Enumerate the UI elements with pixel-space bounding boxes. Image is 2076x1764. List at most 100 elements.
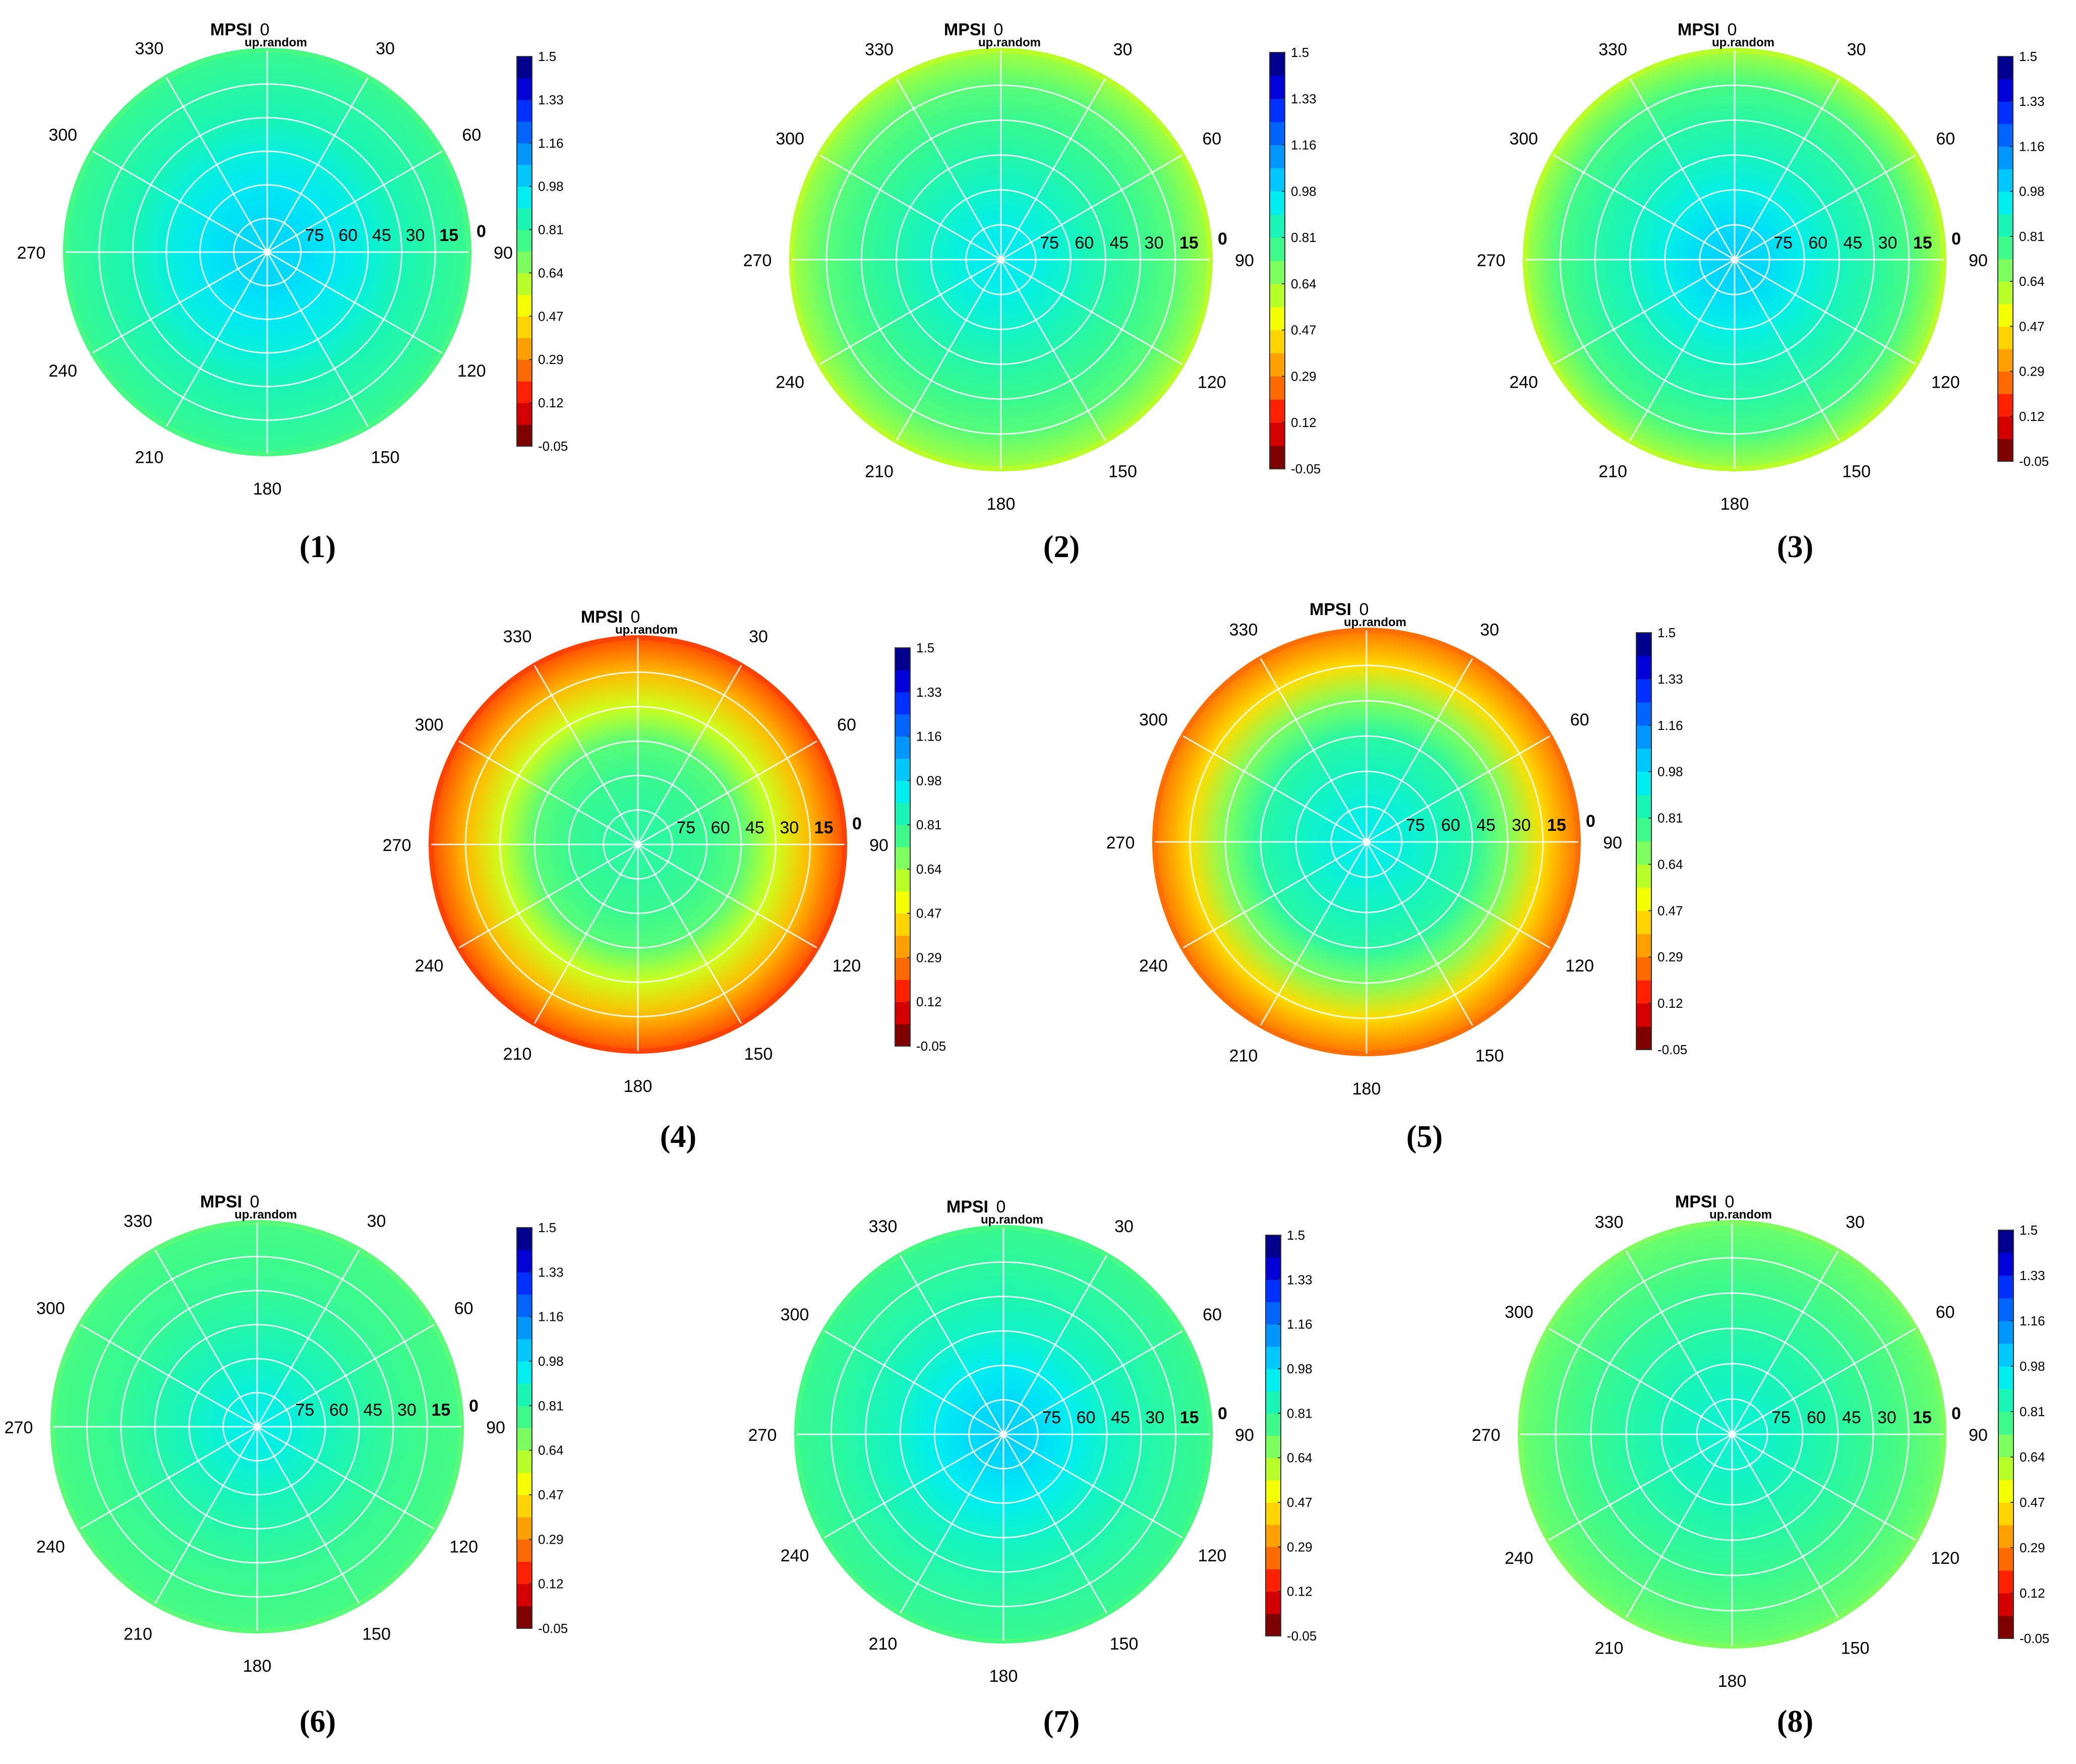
azimuth-label: 240 xyxy=(1509,373,1538,392)
grid-spoke xyxy=(267,150,443,253)
colorbar-segment xyxy=(1636,934,1651,957)
azimuth-label: 270 xyxy=(748,1426,777,1445)
colorbar-segment xyxy=(1998,214,2013,237)
colorbar-segment xyxy=(1998,303,2013,327)
radial-label: 0 xyxy=(1218,229,1227,249)
colorbar-segment xyxy=(1998,1389,2013,1412)
colorbar-segment xyxy=(1266,1346,1281,1369)
colorbar-segment xyxy=(1636,887,1651,911)
colorbar-segment xyxy=(1636,795,1651,819)
azimuth-label: 300 xyxy=(1505,1303,1533,1322)
grid-spoke xyxy=(896,78,1002,260)
radial-label: 30 xyxy=(397,1401,417,1420)
azimuth-label-zero: 0 xyxy=(250,1192,260,1211)
grid-spoke xyxy=(1260,841,1368,1026)
colorbar-tick-label: 1.5 xyxy=(1291,45,1309,60)
colorbar-tick-label: 1.33 xyxy=(1657,672,1683,687)
azimuth-label: 240 xyxy=(1505,1549,1533,1568)
grid-spoke xyxy=(267,251,443,354)
grid-spoke xyxy=(1734,154,1917,261)
grid-spoke xyxy=(824,1433,1004,1539)
colorbar-segment xyxy=(517,164,532,187)
radial-label: 45 xyxy=(1844,233,1863,253)
radial-label: 0 xyxy=(852,814,862,833)
colorbar-tick-label: 0.64 xyxy=(538,1443,564,1458)
grid-spoke xyxy=(1000,78,1106,260)
azimuth-label: 270 xyxy=(743,251,772,270)
colorbar-tick-label: 0.98 xyxy=(2019,184,2045,199)
radial-label: 75 xyxy=(1771,1408,1791,1427)
center-dot xyxy=(1000,1431,1007,1438)
colorbar-tick-label: 0.47 xyxy=(538,1487,564,1502)
azimuth-label: 90 xyxy=(494,244,513,263)
grid-spoke xyxy=(165,252,268,428)
colorbar-segment xyxy=(517,143,532,165)
colorbar-segment xyxy=(1270,376,1285,400)
colorbar-segment xyxy=(1270,330,1285,354)
azimuth-label: 330 xyxy=(135,39,164,58)
colorbar-segment xyxy=(1998,1275,2013,1299)
colorbar-segment xyxy=(1266,1525,1281,1547)
colorbar-segment xyxy=(895,935,910,958)
grid-spoke xyxy=(1732,1433,1916,1541)
colorbar-tick-label: -0.05 xyxy=(916,1039,946,1054)
colorbar-segment xyxy=(895,913,910,936)
azimuth-label: 330 xyxy=(503,627,532,646)
colorbar-segment xyxy=(1270,168,1285,192)
grid-spoke xyxy=(1000,259,1106,442)
radial-label: 75 xyxy=(1773,233,1793,253)
colorbar-segment xyxy=(1998,191,2013,214)
grid-spoke xyxy=(1366,841,1551,949)
plot-title-subscript: up.random xyxy=(1712,36,1774,49)
colorbar-segment xyxy=(517,273,532,295)
colorbar-segment xyxy=(517,294,532,317)
colorbar-segment xyxy=(1270,353,1285,377)
colorbar: 1.5 1.33 1.16 0.98 0.81 0.64 0.47 0.29 0.12 -0.05 xyxy=(1998,1223,2049,1646)
azimuth-label: 270 xyxy=(1477,251,1506,270)
colorbar-segment xyxy=(517,1250,532,1272)
grid-spoke xyxy=(824,1330,1004,1435)
colorbar-tick-label: 0.12 xyxy=(1657,996,1683,1011)
azimuth-label: 180 xyxy=(1352,1079,1381,1099)
radial-label: 30 xyxy=(1878,233,1897,253)
colorbar-tick-label: 0.81 xyxy=(1287,1406,1313,1421)
colorbar-segment xyxy=(1636,910,1651,934)
grid-spoke xyxy=(1625,1250,1733,1435)
center-dot xyxy=(1363,838,1370,845)
colorbar-segment xyxy=(517,1517,532,1540)
radial-label: 75 xyxy=(676,818,695,837)
grid-spoke xyxy=(1548,1433,1733,1541)
colorbar-segment xyxy=(1266,1591,1281,1614)
colorbar-segment xyxy=(1266,1547,1281,1569)
radial-label: 45 xyxy=(1111,1408,1130,1427)
colorbar-tick-label: 0.64 xyxy=(2020,1449,2045,1465)
azimuth-label: 180 xyxy=(989,1667,1018,1686)
colorbar-tick-label: 0.98 xyxy=(2020,1359,2045,1374)
colorbar-segment xyxy=(1270,237,1285,261)
colorbar-segment xyxy=(1998,56,2013,80)
colorbar-tick-label: 1.33 xyxy=(916,685,942,700)
colorbar-tick-label: 1.5 xyxy=(1657,625,1676,640)
colorbar-segment xyxy=(1270,214,1285,238)
colorbar-segment xyxy=(1998,1321,2013,1344)
colorbar-segment xyxy=(895,869,910,892)
radial-label: 75 xyxy=(1406,816,1425,835)
azimuth-label: 60 xyxy=(1202,130,1221,149)
azimuth-label: 120 xyxy=(449,1538,478,1557)
colorbar-tick-label: 0.98 xyxy=(538,179,564,194)
plot-title: MPSI xyxy=(210,20,252,39)
azimuth-label: 90 xyxy=(1969,251,1988,270)
colorbar-segment xyxy=(1270,191,1285,215)
grid-spoke xyxy=(1553,154,1735,261)
colorbar-segment xyxy=(517,99,532,122)
grid-spoke xyxy=(80,1426,258,1530)
grid-spoke xyxy=(637,665,742,845)
grid-spoke xyxy=(1629,78,1736,260)
plot-title: MPSI xyxy=(1678,20,1719,39)
azimuth-label-zero: 0 xyxy=(1359,600,1369,619)
grid-spoke xyxy=(533,844,639,1024)
panel-caption: (4) xyxy=(660,1120,696,1154)
radial-label: 45 xyxy=(745,818,764,837)
grid-spoke xyxy=(154,1249,258,1427)
